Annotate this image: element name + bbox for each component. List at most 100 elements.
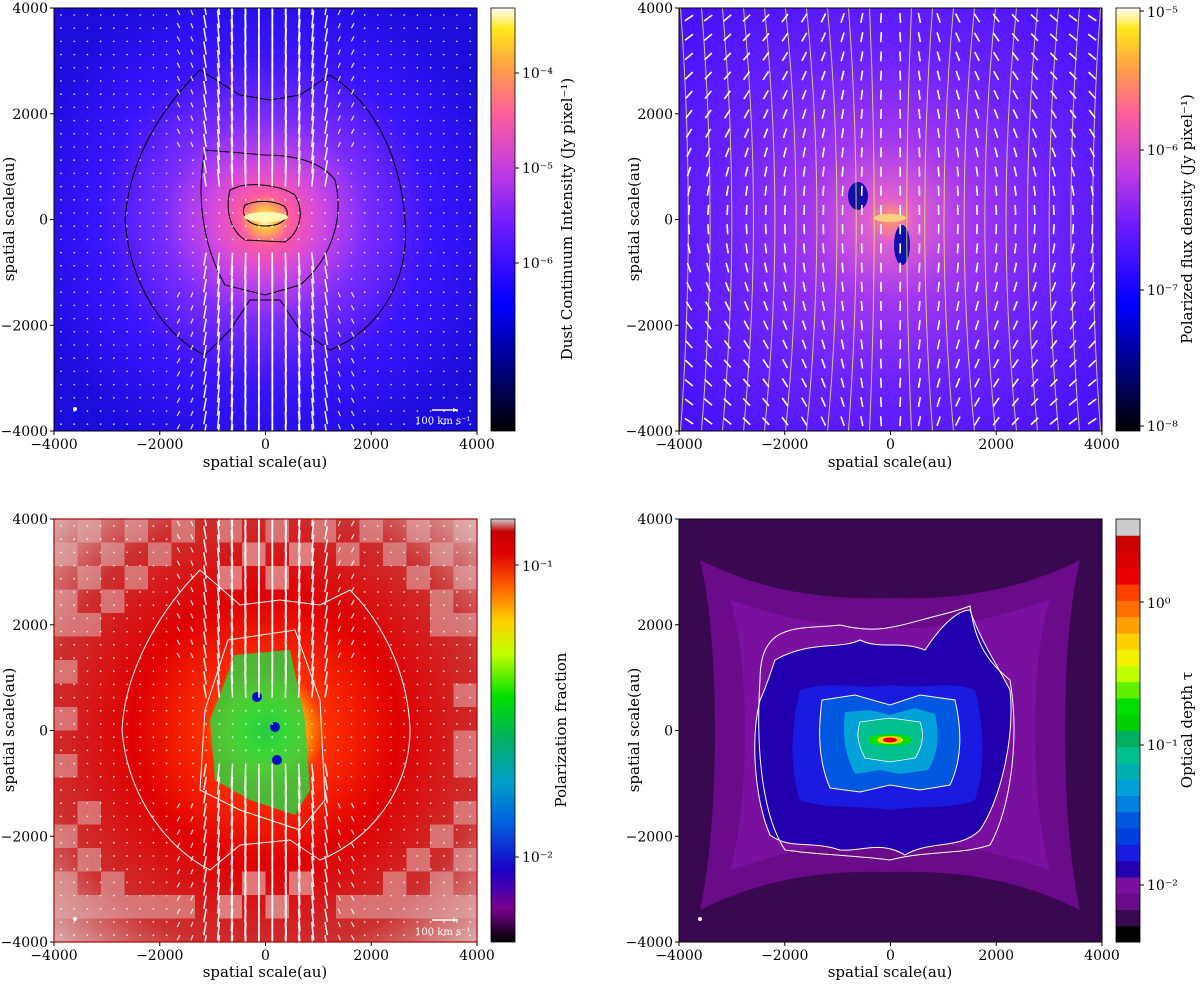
x-axis-label: spatial scale(au) [828, 963, 953, 981]
x-tick-label: 0 [886, 437, 895, 453]
x-tick-label: −4000 [30, 948, 77, 964]
heatmap-polarized-flux [679, 8, 1102, 431]
heatmap-dust-intensity: 100 km s⁻¹ [54, 8, 477, 431]
y-tick-label: 4000 [637, 1, 673, 17]
y-axis-label: spatial scale(au) [0, 157, 18, 282]
y-axis-label: spatial scale(au) [625, 668, 643, 793]
y-tick-label: 2000 [637, 107, 673, 123]
beam-marker [73, 407, 77, 411]
x-axis-label: spatial scale(au) [203, 963, 328, 981]
contour-outer [121, 569, 411, 871]
x-tick-label: 0 [261, 437, 270, 453]
y-tick-label: 4000 [12, 1, 48, 17]
heatmap-polarization-fraction: 100 km s⁻¹ [54, 519, 477, 942]
colorbar-tick-label: 10⁻¹ [522, 559, 553, 575]
x-tick-label: 2000 [978, 437, 1014, 453]
y-tick-label: −4000 [1, 935, 48, 951]
y-tick-label: −4000 [1, 424, 48, 440]
y-tick-label: 4000 [12, 512, 48, 528]
bright-disk [244, 212, 288, 222]
colorbar [490, 518, 516, 943]
colorbar-tick-label: 10⁻⁶ [1147, 143, 1178, 159]
x-tick-label: −4000 [30, 437, 77, 453]
x-tick-label: 4000 [459, 948, 495, 964]
velocity-scale-label: 100 km s⁻¹ [415, 927, 470, 938]
contour-outer [124, 69, 407, 356]
y-tick-label: −2000 [626, 829, 673, 845]
colorbar-tick-label: 10⁻² [1147, 878, 1178, 894]
x-tick-label: 2000 [353, 948, 389, 964]
magnetic-field-lines [680, 8, 1101, 431]
x-tick-label: −2000 [761, 948, 808, 964]
panel-polarization-fraction: 100 km s⁻¹ −4000 −2000 0 2000 4000 −4000 −2000… [0, 512, 570, 981]
x-tick-label: 2000 [978, 948, 1014, 964]
x-tick-label: −4000 [655, 948, 702, 964]
heatmap-optical-depth [679, 519, 1102, 942]
colorbar-tick-label: 10⁻¹ [1147, 738, 1178, 754]
colorbar-tick-label: 10⁰ [1147, 596, 1171, 612]
x-axis-label: spatial scale(au) [828, 453, 953, 471]
beam-marker [698, 917, 702, 921]
y-tick-label: 2000 [637, 618, 673, 634]
contour-inner [227, 184, 301, 243]
x-tick-label: 0 [886, 948, 895, 964]
y-tick-label: −2000 [1, 318, 48, 334]
x-tick-label: 2000 [353, 437, 389, 453]
colorbar-label: Polarization fraction [552, 652, 570, 807]
colorbar-tick-label: 10⁻⁵ [1147, 5, 1178, 21]
x-tick-label: 0 [261, 948, 270, 964]
x-axis-label: spatial scale(au) [203, 453, 328, 471]
colorbar-label: Polarized flux density (Jy pixel⁻¹) [1178, 94, 1196, 344]
x-tick-label: −4000 [655, 437, 702, 453]
contour-outer [758, 605, 1015, 861]
y-tick-label: −2000 [626, 318, 673, 334]
x-tick-label: 4000 [1084, 948, 1120, 964]
polarization-vectors [684, 12, 1097, 427]
colorbar-ticks: 10⁻⁵ 10⁻⁶ 10⁻⁷ 10⁻⁸ [1140, 5, 1178, 435]
colorbar-label: Dust Continuum Intensity (Jy pixel⁻¹) [558, 78, 576, 361]
colorbar-tick-label: 10⁻⁵ [522, 161, 553, 177]
y-tick-label: 0 [39, 724, 48, 740]
velocity-scale-label: 100 km s⁻¹ [415, 416, 470, 427]
y-tick-label: −2000 [1, 829, 48, 845]
colorbar-ticks: 10⁰ 10⁻¹ 10⁻² [1140, 596, 1178, 894]
beam-marker [73, 917, 77, 921]
y-tick-label: −4000 [626, 424, 673, 440]
axes: −4000 −2000 0 2000 4000 −4000 −2000 0 2000 4000 [626, 1, 1120, 453]
x-tick-label: 4000 [459, 437, 495, 453]
depolarization-hole [848, 182, 868, 210]
colorbar-tick-label: 10⁻⁷ [1147, 283, 1178, 299]
contour-mid [200, 149, 339, 296]
colorbar-tick-label: 10⁻⁸ [1147, 419, 1178, 435]
x-tick-label: 4000 [1084, 437, 1120, 453]
y-tick-label: −4000 [626, 935, 673, 951]
tau-peak [883, 737, 897, 743]
axes: −4000 −2000 0 2000 4000 −4000 −2000 0 2000 4000 [1, 1, 495, 453]
y-tick-label: 4000 [637, 512, 673, 528]
velocity-vectors [60, 8, 472, 431]
colorbar-tick-label: 10⁻⁶ [522, 256, 553, 272]
y-axis-label: spatial scale(au) [625, 157, 643, 282]
y-axis-label: spatial scale(au) [0, 668, 18, 793]
bright-disk [874, 214, 906, 222]
y-tick-label: 2000 [12, 618, 48, 634]
panel-optical-depth: −4000 −2000 0 2000 4000 −4000 −2000 0 2000 4000 s… [625, 512, 1196, 981]
colorbar-tick-label: 10⁻⁴ [522, 66, 553, 82]
colorbar-tick-label: 10⁻² [522, 850, 553, 866]
colorbar [490, 7, 516, 432]
y-tick-label: 0 [664, 213, 673, 229]
colorbar-ticks: 10⁻¹ 10⁻² [515, 559, 553, 866]
colorbar [1115, 7, 1141, 432]
colorbar-label: Optical depth τ [1178, 672, 1196, 788]
panel-polarized-flux: −4000 −2000 0 2000 4000 −4000 −2000 0 2000 4000 s… [625, 1, 1196, 471]
panel-dust-intensity: 100 km s⁻¹ −4000 −2000 0 2000 4000 −4000 −2000… [0, 1, 576, 471]
y-tick-label: 2000 [12, 107, 48, 123]
depolarization-hole [894, 225, 910, 265]
axes: −4000 −2000 0 2000 4000 −4000 −2000 0 2000 4000 [1, 512, 495, 964]
axes: −4000 −2000 0 2000 4000 −4000 −2000 0 2000 4000 [626, 512, 1120, 964]
x-tick-label: −2000 [136, 437, 183, 453]
velocity-vectors [60, 519, 472, 942]
x-tick-label: −2000 [761, 437, 808, 453]
y-tick-label: 0 [664, 724, 673, 740]
